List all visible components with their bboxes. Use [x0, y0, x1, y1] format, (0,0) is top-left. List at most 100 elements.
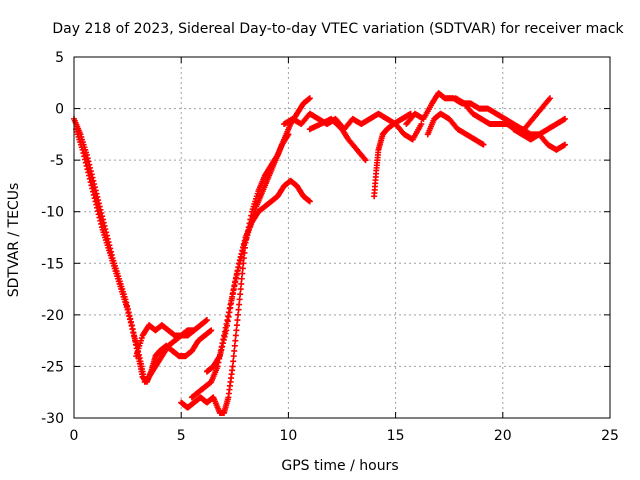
data-point — [234, 317, 241, 324]
data-point — [480, 141, 487, 148]
data-point — [236, 301, 243, 308]
data-point — [90, 188, 97, 195]
data-point — [231, 342, 238, 349]
data-point — [233, 322, 240, 329]
y-tick-label: -10 — [41, 205, 64, 221]
data-point — [79, 146, 86, 153]
data-point — [80, 150, 87, 157]
y-tick-label: -20 — [41, 308, 64, 324]
data-point — [238, 275, 245, 282]
data-point — [237, 286, 244, 293]
data-point — [230, 353, 237, 360]
data-point — [222, 330, 229, 337]
data-point — [235, 311, 242, 318]
data-point — [229, 363, 236, 370]
data-point — [127, 319, 134, 326]
data-point — [86, 172, 93, 179]
data-point — [546, 95, 553, 102]
data-point — [232, 275, 239, 282]
data-point — [220, 340, 227, 347]
data-point — [93, 201, 100, 208]
data-point — [136, 355, 143, 362]
data-point — [228, 300, 235, 307]
data-point — [239, 265, 246, 272]
data-point — [232, 332, 239, 339]
data-point — [561, 115, 568, 122]
y-tick-label: -25 — [41, 359, 64, 375]
x-tick-label: 20 — [494, 428, 512, 444]
data-point — [225, 313, 232, 320]
data-point — [85, 169, 92, 176]
data-point — [84, 166, 91, 173]
data-point — [218, 346, 225, 353]
data-point — [237, 291, 244, 298]
data-point — [236, 257, 243, 264]
data-point — [233, 271, 240, 278]
data-point — [208, 327, 215, 334]
data-point — [94, 208, 101, 215]
y-tick-label: 0 — [55, 102, 64, 118]
data-point — [235, 306, 242, 313]
x-tick-label: 5 — [177, 428, 186, 444]
data-point — [132, 338, 139, 345]
data-point — [87, 179, 94, 186]
x-tick-label: 0 — [70, 428, 79, 444]
data-point — [224, 318, 231, 325]
series-arc-2 — [73, 126, 198, 385]
series-arc-9 — [371, 110, 414, 200]
x-tick-label: 25 — [601, 428, 619, 444]
data-point — [239, 247, 246, 254]
data-point — [125, 309, 132, 316]
data-point — [216, 353, 223, 360]
data-point — [131, 335, 138, 342]
data-point — [217, 349, 224, 356]
data-point — [90, 191, 97, 198]
data-point — [126, 313, 133, 320]
data-point — [81, 153, 88, 160]
series-arc-3 — [133, 317, 210, 360]
data-point — [92, 198, 99, 205]
x-axis-label: GPS time / hours — [281, 458, 398, 474]
x-tick-label: 15 — [387, 428, 405, 444]
data-point — [232, 337, 239, 344]
plot-frame — [73, 56, 611, 419]
data-point — [203, 317, 210, 324]
data-point — [124, 306, 131, 313]
data-point — [561, 141, 568, 148]
series-arc-12 — [452, 95, 553, 133]
x-tick-label: 10 — [279, 428, 297, 444]
data-point — [131, 332, 138, 339]
series-arc-6 — [203, 177, 313, 375]
data-point — [231, 283, 238, 290]
data-point — [235, 264, 242, 271]
data-point — [230, 358, 237, 365]
data-points — [71, 90, 568, 416]
data-point — [127, 316, 134, 323]
chart-title: Day 218 of 2023, Sidereal Day-to-day VTE… — [52, 21, 624, 37]
data-point — [221, 333, 228, 340]
y-axis-label: SDTVAR / TECUs — [6, 183, 22, 298]
y-tick-label: -5 — [50, 153, 64, 169]
data-point — [128, 322, 135, 329]
series-arc-8 — [306, 115, 369, 164]
data-point — [238, 280, 245, 287]
data-point — [81, 156, 88, 163]
series-arc-10 — [403, 90, 568, 153]
data-point — [86, 175, 93, 182]
data-point — [236, 296, 243, 303]
data-point — [236, 260, 243, 267]
data-point — [240, 244, 247, 251]
data-point — [241, 237, 248, 244]
data-point — [232, 279, 239, 286]
series-arc-11 — [424, 110, 487, 148]
data-point — [95, 211, 102, 218]
y-tick-label: -15 — [41, 256, 64, 272]
data-point — [233, 327, 240, 334]
data-point — [238, 250, 245, 257]
data-point — [223, 327, 230, 334]
data-point — [229, 291, 236, 298]
data-point — [219, 343, 226, 350]
data-point — [227, 304, 234, 311]
data-point — [220, 336, 227, 343]
data-point — [129, 326, 136, 333]
